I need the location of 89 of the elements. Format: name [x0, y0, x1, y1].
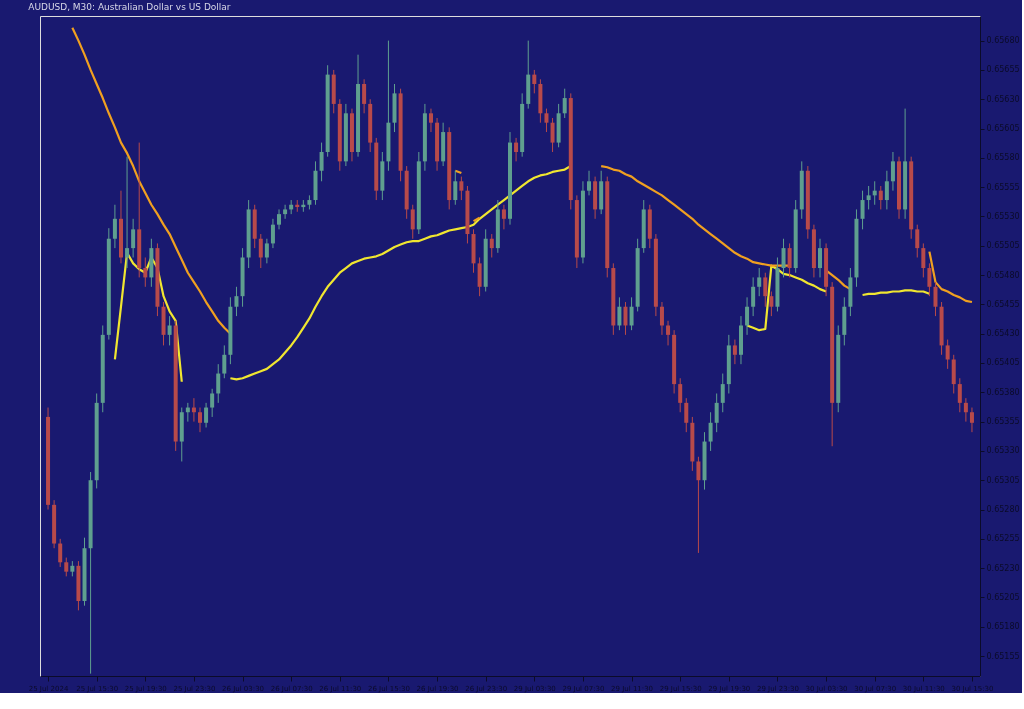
candlestick — [963, 397, 968, 423]
y-tick-label: 0.65505 — [986, 241, 1020, 251]
y-tick-label: 0.65155 — [986, 651, 1020, 661]
candlestick — [544, 108, 549, 133]
candlestick — [957, 377, 962, 413]
candlestick — [283, 204, 288, 220]
candlestick — [204, 402, 209, 428]
candlestick — [489, 233, 494, 258]
candlestick — [532, 69, 537, 94]
y-tick-label: 0.65480 — [986, 270, 1020, 280]
candlestick — [112, 204, 117, 249]
candlestick — [234, 286, 239, 317]
candlestick — [890, 151, 895, 192]
candlestick — [769, 290, 774, 317]
candlestick — [921, 242, 926, 278]
candlestick — [428, 108, 433, 133]
candlestick — [258, 233, 263, 269]
y-tick-label: 0.65355 — [986, 417, 1020, 427]
candlestick — [866, 185, 871, 210]
candlestick — [696, 456, 701, 554]
y-tick-label: 0.65305 — [986, 475, 1020, 485]
y-tick-label: 0.65380 — [986, 387, 1020, 397]
y-tick-label: 0.65205 — [986, 592, 1020, 602]
y-tick-label: 0.65580 — [986, 153, 1020, 163]
candlestick — [933, 281, 938, 317]
candlestick — [362, 78, 367, 114]
candlestick — [222, 344, 227, 379]
candlestick — [143, 256, 148, 288]
candlestick — [514, 137, 519, 162]
candlestick — [131, 218, 136, 258]
candlestick — [167, 315, 172, 346]
candlestick — [969, 407, 974, 433]
candlestick — [623, 301, 628, 336]
candlestick — [666, 320, 671, 346]
y-tick-label: 0.65630 — [986, 94, 1020, 104]
y-tick-label: 0.65655 — [986, 65, 1020, 75]
candlestick — [781, 238, 786, 278]
candlestick — [270, 218, 275, 249]
candlestick — [264, 238, 269, 264]
y-tick-label: 0.65255 — [986, 534, 1020, 544]
y-tick-label: 0.65555 — [986, 182, 1020, 192]
candlestick — [64, 557, 69, 577]
candlestick — [550, 117, 555, 153]
y-tick-label: 0.65230 — [986, 563, 1020, 573]
candlestick — [927, 262, 932, 297]
candlestick — [745, 296, 750, 336]
candlestick — [125, 156, 130, 269]
y-tick-label: 0.65455 — [986, 299, 1020, 309]
y-tick-label: 0.65180 — [986, 622, 1020, 632]
candlestick — [763, 272, 768, 308]
y-tick-label: 0.65680 — [986, 36, 1020, 46]
candlestick — [860, 190, 865, 230]
candlestick — [277, 208, 282, 230]
candlestick — [757, 267, 762, 297]
y-tick-label: 0.65330 — [986, 446, 1020, 456]
candlestick — [629, 296, 634, 331]
candlestick — [587, 170, 592, 196]
candlestick — [818, 238, 822, 278]
y-tick-label: 0.65605 — [986, 124, 1020, 134]
candlestick — [945, 339, 950, 370]
y-tick-label: 0.65430 — [986, 329, 1020, 339]
candlestick — [319, 142, 324, 182]
candlestick — [617, 296, 622, 331]
candlestick — [562, 88, 567, 119]
candlestick — [210, 388, 215, 418]
candlestick — [915, 224, 920, 258]
y-tick-label: 0.65530 — [986, 211, 1020, 221]
candlestick — [787, 242, 792, 278]
candlestick — [216, 363, 221, 404]
candlestick — [678, 377, 683, 413]
candlestick — [453, 170, 458, 206]
chart-title: AUDUSD, M30: Australian Dollar vs US Dollar — [28, 2, 231, 12]
candlestick — [501, 204, 506, 230]
y-tick-label: 0.65280 — [986, 505, 1020, 515]
candlestick — [410, 204, 415, 240]
candlestick — [732, 339, 737, 365]
candlestick — [878, 185, 883, 210]
candlestick — [751, 276, 756, 317]
candlestick — [714, 392, 719, 433]
candlestick — [708, 411, 713, 452]
candlestick — [684, 397, 689, 433]
candlestick — [459, 176, 464, 201]
y-tick-label: 0.65405 — [986, 358, 1020, 368]
candlestick — [477, 256, 482, 297]
candlestick — [198, 407, 202, 433]
candlestick — [884, 170, 889, 210]
candlestick — [720, 373, 725, 413]
candlestick — [58, 538, 63, 568]
candlestick — [659, 301, 664, 336]
